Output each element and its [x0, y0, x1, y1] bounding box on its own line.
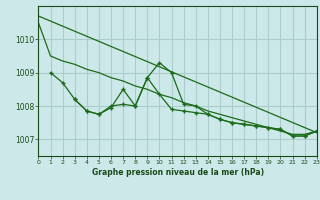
X-axis label: Graphe pression niveau de la mer (hPa): Graphe pression niveau de la mer (hPa): [92, 168, 264, 177]
